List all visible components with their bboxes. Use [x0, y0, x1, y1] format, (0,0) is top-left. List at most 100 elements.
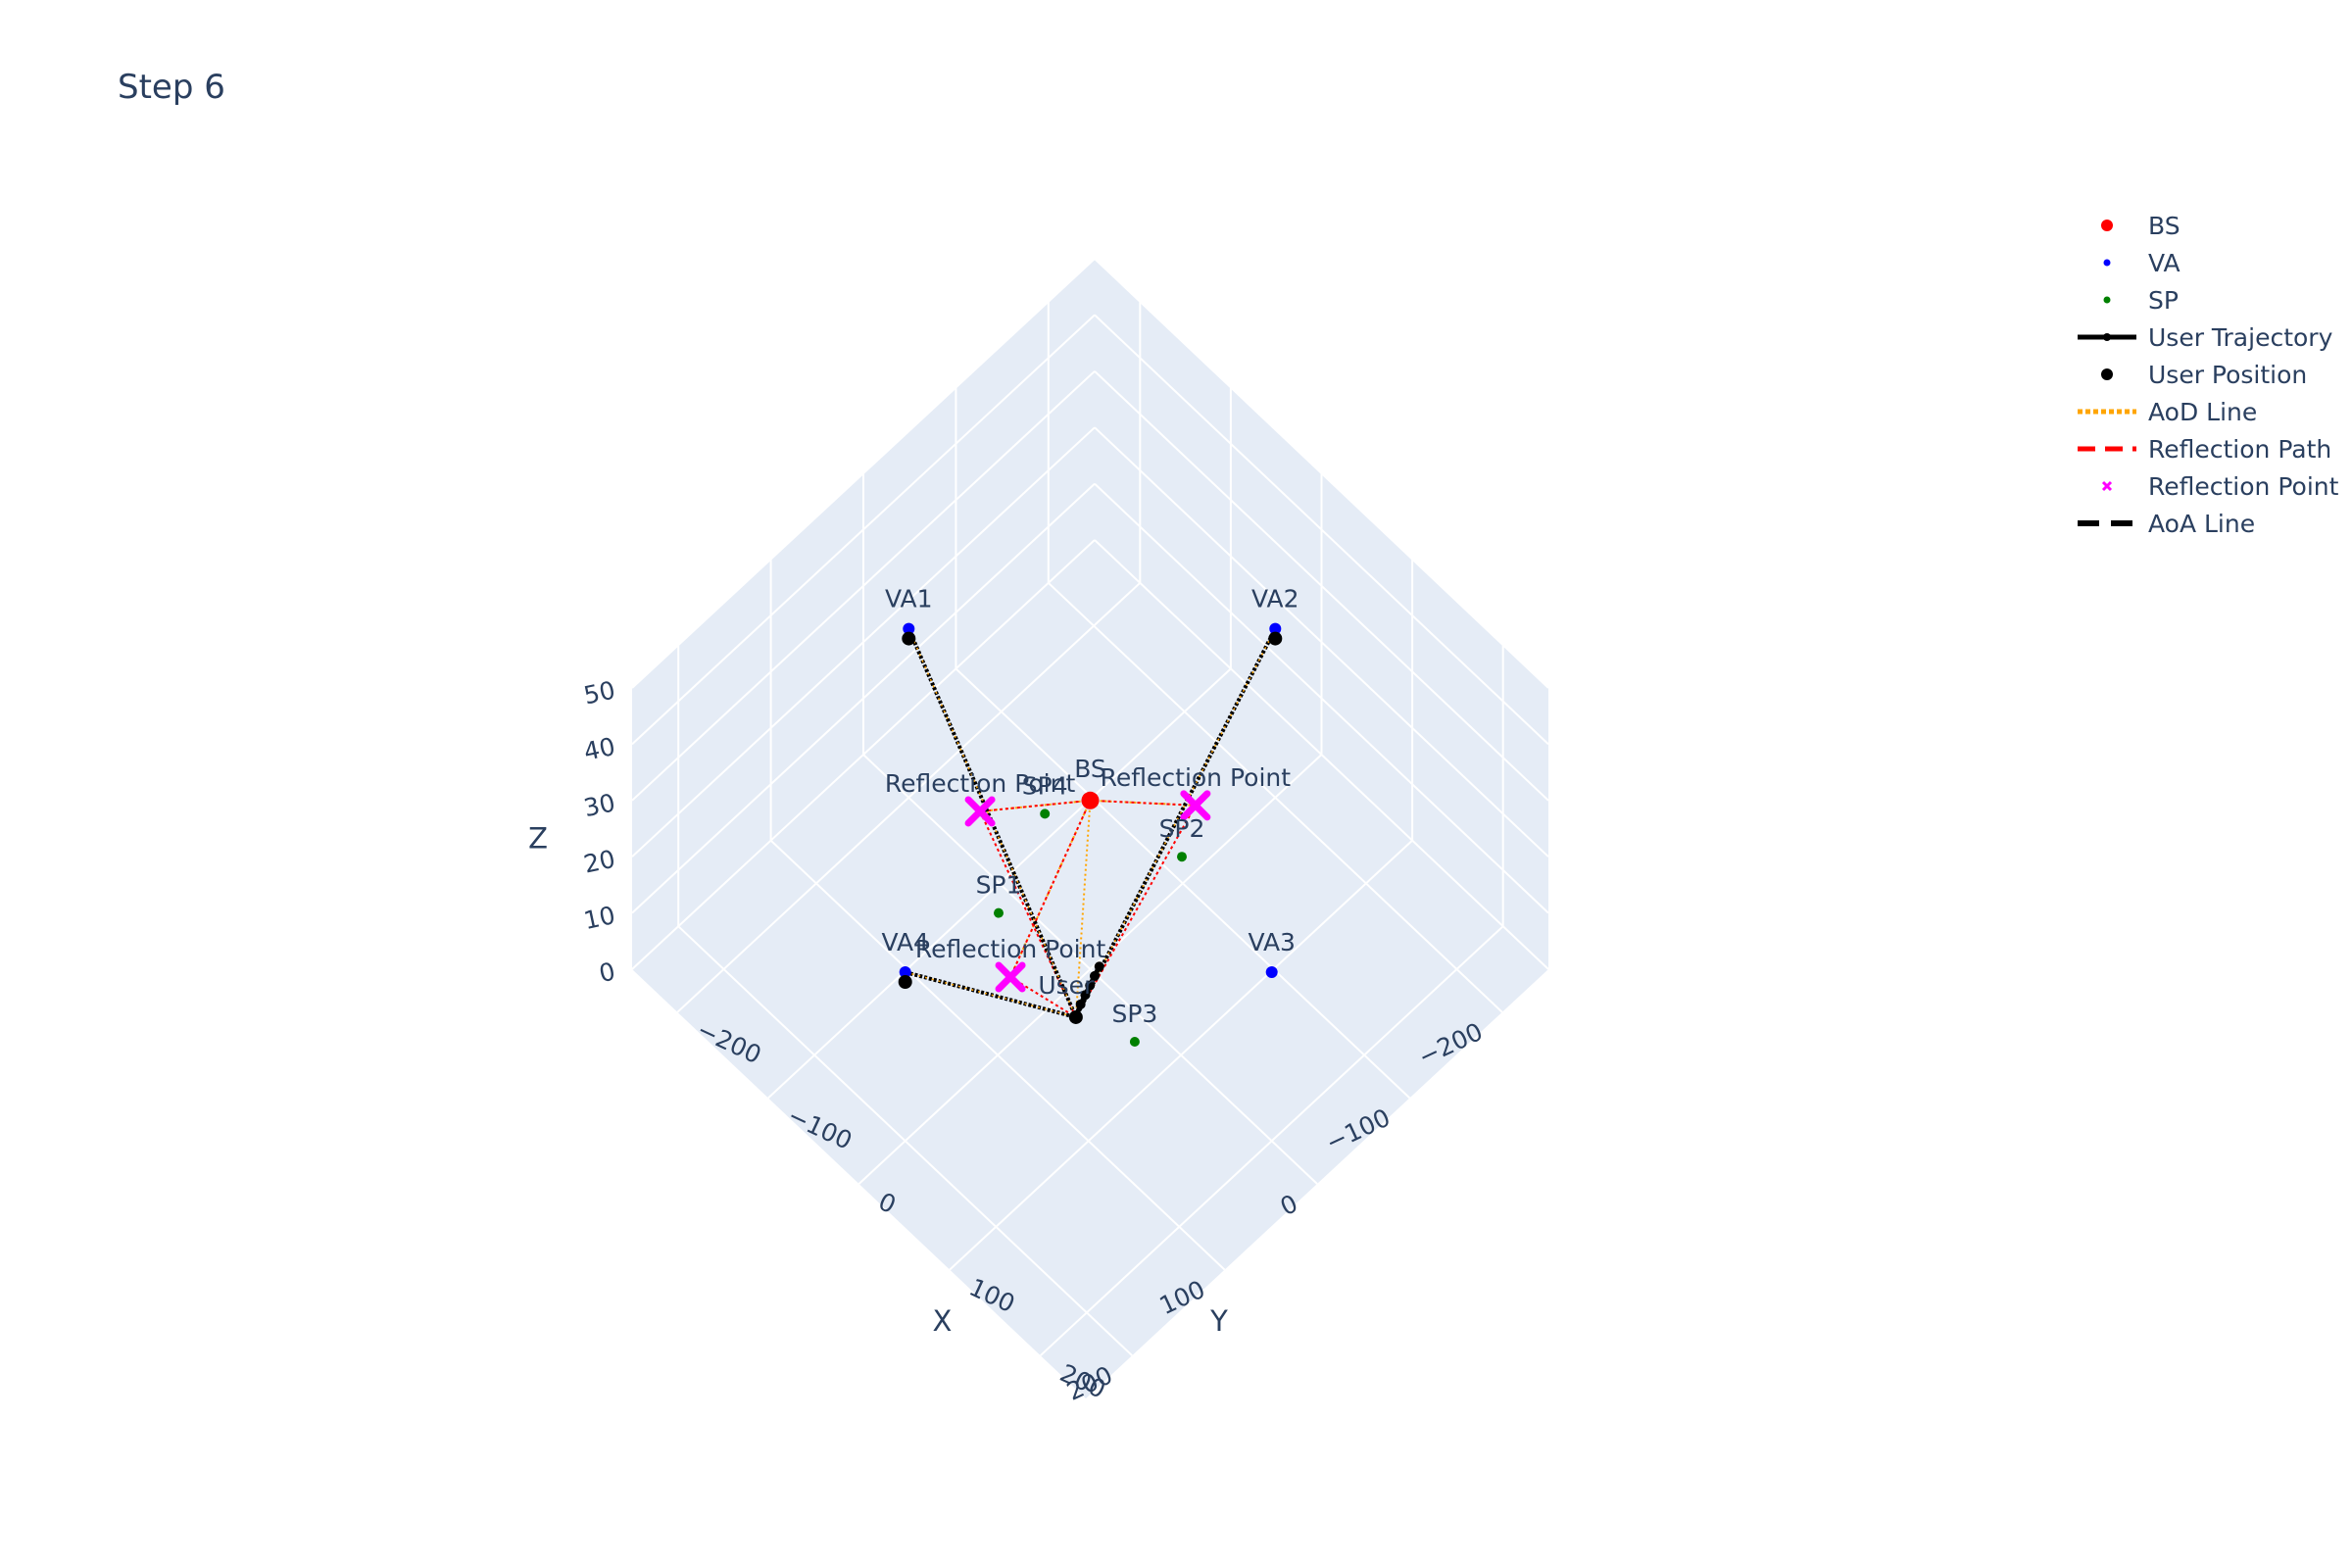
legend-symbol	[2103, 333, 2111, 341]
legend-item[interactable]: SP	[2103, 286, 2179, 315]
sp-label: SP3	[1111, 1000, 1157, 1028]
legend-label: User Position	[2148, 361, 2307, 389]
legend-item[interactable]: AoD Line	[2078, 398, 2257, 426]
legend-label: AoD Line	[2148, 398, 2257, 426]
user-label: User	[1038, 971, 1095, 1000]
sp-marker	[1129, 1037, 1140, 1047]
legend-label: SP	[2148, 286, 2179, 315]
va-marker	[1265, 966, 1278, 978]
legend[interactable]: BS VA SP User Trajectory User Position AoD Li…	[2078, 212, 2339, 538]
va-label: VA4	[881, 928, 929, 956]
legend-symbol	[2101, 368, 2113, 380]
aod-line	[1075, 628, 1276, 1018]
trajectory-point	[1085, 980, 1096, 991]
gridline-y-floor	[955, 667, 1411, 1100]
sp-label: SP4	[1022, 771, 1068, 800]
gridline-z-wall	[631, 426, 1096, 858]
legend-item[interactable]: BS	[2101, 212, 2180, 240]
legend-label: User Trajectory	[2148, 323, 2333, 352]
reflection-point-marker	[1180, 790, 1211, 821]
va-link-marker	[898, 975, 912, 989]
va-marker	[1269, 622, 1282, 635]
gridline-z-wall	[631, 258, 1096, 689]
bs-marker	[1081, 791, 1100, 809]
reflection-point-label: Reflection Point	[915, 935, 1106, 963]
gridline-z-wall	[631, 370, 1096, 802]
reflection-path	[1074, 805, 1197, 1018]
chart-title: Step 6	[118, 68, 225, 107]
legend-symbol	[2103, 259, 2111, 267]
gridline-z-wall	[1094, 314, 1549, 746]
z-tick-label: 50	[581, 676, 617, 710]
reflection-path	[979, 799, 1091, 812]
reflection-point-marker	[964, 796, 996, 827]
legend-item[interactable]: VA	[2103, 249, 2180, 277]
gridline-y-floor	[862, 754, 1318, 1185]
sp-marker	[994, 907, 1004, 918]
gridline-z-wall	[1094, 426, 1549, 858]
reflection-point-label: Reflection Point	[885, 769, 1076, 798]
gridline-y-floor	[1048, 582, 1503, 1013]
gridline-z-wall	[631, 539, 1096, 970]
z-tick-label: 40	[581, 732, 617, 766]
x-axis-title: X	[933, 1304, 953, 1338]
reflection-path	[1009, 800, 1092, 978]
va-link-marker	[1268, 631, 1283, 646]
aod-line	[907, 628, 1077, 1018]
gridline-y-floor	[769, 839, 1226, 1271]
va-label: VA3	[1248, 928, 1296, 956]
z-tick-label: 20	[581, 845, 617, 879]
sp-marker	[1040, 808, 1051, 819]
gridline-z-wall	[1094, 370, 1549, 802]
reflection-point-marker	[995, 961, 1026, 993]
sp-label: SP1	[976, 871, 1022, 900]
gridline-z-wall	[1094, 539, 1549, 970]
markers	[898, 622, 1283, 1047]
z-tick-label: 30	[581, 788, 617, 822]
aod-line	[1074, 800, 1092, 1018]
legend-label: AoA Line	[2148, 510, 2255, 538]
y-axis-title: Y	[1209, 1304, 1228, 1338]
trajectory-point	[1075, 999, 1086, 1009]
gridline-y-floor	[677, 925, 1133, 1356]
legend-label: Reflection Path	[2148, 435, 2331, 464]
user-position-marker	[1068, 1009, 1083, 1024]
legend-symbol	[2101, 220, 2113, 231]
sp-label: SP2	[1159, 814, 1205, 843]
scene-3d[interactable]: −200−1000100200−200−10001002000102030405…	[528, 258, 1549, 1406]
legend-label: VA	[2148, 249, 2180, 277]
gridline-z-wall	[631, 314, 1096, 746]
va-label: VA2	[1251, 585, 1299, 613]
legend-item[interactable]: AoA Line	[2078, 510, 2255, 538]
legend-label: Reflection Point	[2148, 472, 2339, 501]
point-labels: BS VA1 VA2 VA3 VA4 SP1 SP2 SP3 SP4 User Reflection…	[881, 585, 1298, 1028]
sp-marker	[1177, 852, 1187, 862]
gridline-z-wall	[1094, 482, 1549, 914]
z-axis-title: Z	[528, 822, 548, 856]
va-link-marker	[902, 631, 916, 646]
gridline-z-wall	[631, 482, 1096, 914]
legend-label: BS	[2148, 212, 2180, 240]
bs-label: BS	[1074, 755, 1106, 783]
gridlines	[631, 258, 1549, 1356]
trajectory-point	[1089, 970, 1100, 981]
axis-titles: X Y Z	[528, 822, 1228, 1339]
va-marker	[903, 622, 915, 635]
va-marker	[899, 966, 911, 978]
va-label: VA1	[885, 585, 933, 613]
aoa-line	[905, 970, 1077, 1019]
legend-symbol	[2101, 480, 2113, 492]
legend-item[interactable]: Reflection Path	[2078, 435, 2331, 464]
gridline-z-wall	[1094, 258, 1549, 689]
trajectory-point	[1094, 961, 1104, 972]
legend-item[interactable]: User Position	[2101, 361, 2307, 389]
axis-panes	[632, 259, 1548, 1398]
z-tick-label: 0	[597, 957, 618, 989]
legend-item[interactable]: User Trajectory	[2078, 323, 2333, 352]
legend-item[interactable]: Reflection Point	[2101, 472, 2339, 501]
reflection-point-label: Reflection Point	[1101, 763, 1292, 792]
z-tick-label: 10	[581, 901, 617, 935]
trajectory-point	[1080, 990, 1091, 1001]
legend-symbol	[2103, 296, 2111, 304]
